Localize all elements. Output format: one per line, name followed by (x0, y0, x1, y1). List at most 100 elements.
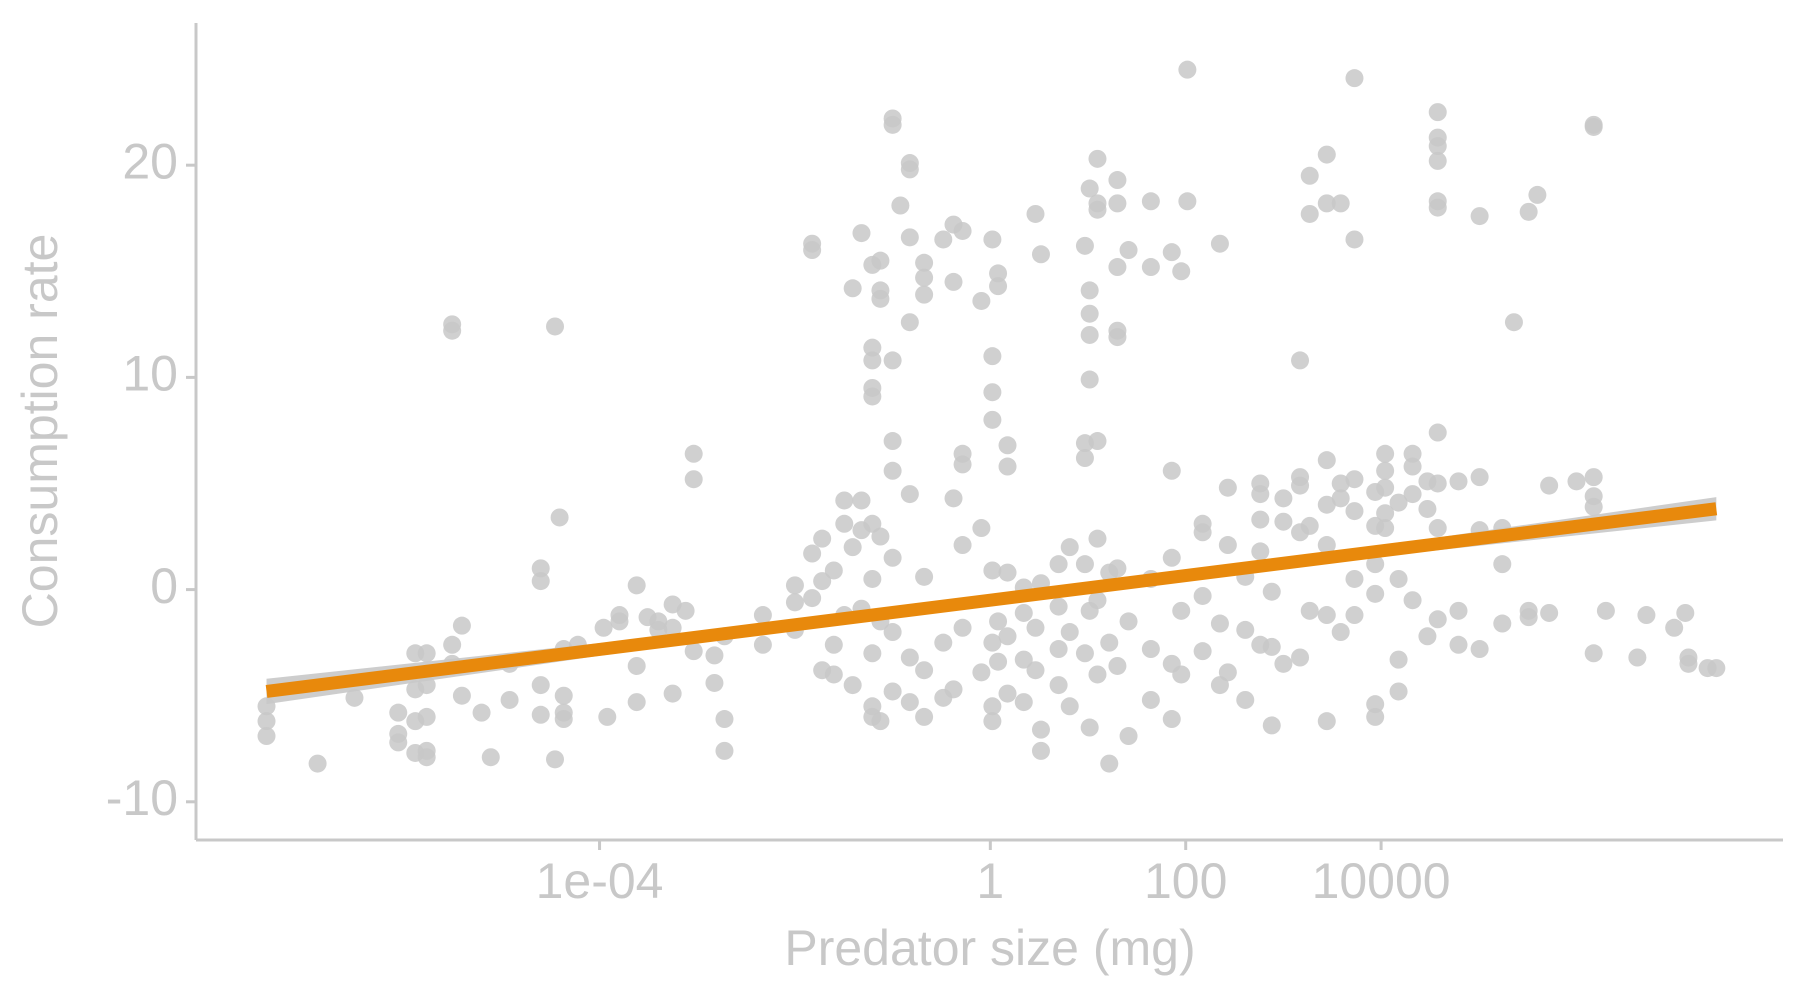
point (1331, 474, 1350, 493)
point (1031, 245, 1050, 264)
point (1080, 325, 1099, 344)
point (983, 561, 1002, 580)
point (972, 291, 991, 310)
point (1300, 516, 1319, 535)
point (803, 544, 822, 563)
point (983, 633, 1002, 652)
point (1403, 457, 1422, 476)
point (1291, 648, 1310, 667)
point (1665, 618, 1684, 637)
point (500, 690, 519, 709)
point (1291, 476, 1310, 495)
point (1026, 204, 1045, 223)
point (1075, 236, 1094, 255)
point (1345, 502, 1364, 521)
point (1193, 642, 1212, 661)
point (1428, 151, 1447, 170)
point (863, 569, 882, 588)
point (1088, 529, 1107, 548)
point (1317, 606, 1336, 625)
point (1428, 103, 1447, 122)
point (944, 272, 963, 291)
point (554, 686, 573, 705)
point (1493, 614, 1512, 633)
point (1428, 198, 1447, 217)
point (1449, 635, 1468, 654)
point (883, 351, 902, 370)
point (345, 688, 364, 707)
point (883, 115, 902, 134)
point (663, 684, 682, 703)
point (1637, 606, 1656, 625)
point (1049, 597, 1068, 616)
point (863, 338, 882, 357)
point (1504, 313, 1523, 332)
point (1428, 137, 1447, 156)
point (1108, 171, 1127, 190)
point (1080, 304, 1099, 323)
point (1119, 727, 1138, 746)
point (1251, 542, 1270, 561)
point (852, 491, 871, 510)
point (1031, 720, 1050, 739)
point (1317, 712, 1336, 731)
x-axis-title: Predator size (mg) (784, 920, 1195, 976)
point (1218, 536, 1237, 555)
point (972, 519, 991, 538)
point (1376, 504, 1395, 523)
point (472, 703, 491, 722)
point (1162, 548, 1181, 567)
point (1584, 117, 1603, 136)
point (1493, 555, 1512, 574)
point (531, 705, 550, 724)
point (1418, 499, 1437, 518)
point (1596, 601, 1615, 620)
point (863, 387, 882, 406)
point (1172, 665, 1191, 684)
point (1584, 644, 1603, 663)
point (1162, 243, 1181, 262)
point (1108, 328, 1127, 347)
point (835, 514, 854, 533)
point (863, 644, 882, 663)
point (1088, 200, 1107, 219)
point (1108, 559, 1127, 578)
point (663, 618, 682, 637)
point (1540, 476, 1559, 495)
point (891, 196, 910, 215)
point (900, 228, 919, 247)
point (824, 561, 843, 580)
point (915, 253, 934, 272)
point (1428, 423, 1447, 442)
point (1088, 665, 1107, 684)
point (1193, 586, 1212, 605)
point (1274, 489, 1293, 508)
point (1031, 741, 1050, 760)
point (753, 606, 772, 625)
point (1262, 582, 1281, 601)
point (1080, 718, 1099, 737)
point (649, 612, 668, 631)
point (389, 733, 408, 752)
point (1060, 623, 1079, 642)
x-tick-label: 10000 (1312, 853, 1451, 909)
point (1676, 603, 1695, 622)
point (1540, 603, 1559, 622)
point (900, 313, 919, 332)
point (1389, 682, 1408, 701)
point (257, 727, 276, 746)
point (1418, 627, 1437, 646)
point (989, 612, 1008, 631)
point (1331, 194, 1350, 213)
point (389, 703, 408, 722)
point (1366, 707, 1385, 726)
point (871, 289, 890, 308)
point (627, 656, 646, 675)
point (785, 593, 804, 612)
point (594, 618, 613, 637)
point (1210, 234, 1229, 253)
point (998, 684, 1017, 703)
point (843, 279, 862, 298)
point (546, 750, 565, 769)
